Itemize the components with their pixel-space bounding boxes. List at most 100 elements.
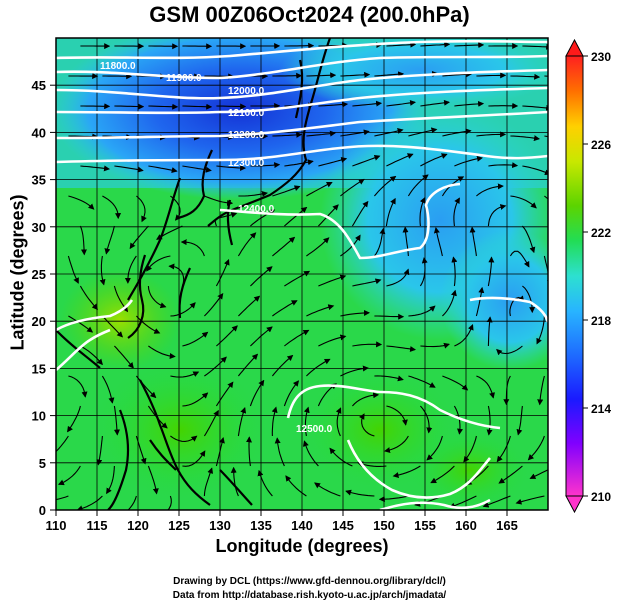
- x-tick-label: 110: [46, 518, 67, 533]
- streamline: [318, 334, 347, 347]
- streamline: [419, 196, 426, 227]
- streamline: [469, 226, 477, 257]
- height-contours: [56, 39, 548, 510]
- streamline: [546, 368, 548, 375]
- streamline: [509, 295, 525, 317]
- streamline: [216, 164, 247, 171]
- streamline: [79, 225, 87, 256]
- x-tick-label: 140: [291, 518, 313, 533]
- streamline: [476, 72, 507, 79]
- streamline: [182, 392, 209, 407]
- x-axis-label: Longitude (degrees): [215, 536, 389, 556]
- streamline: [57, 465, 81, 486]
- streamline: [510, 135, 540, 142]
- streamline: [101, 375, 115, 404]
- colorbar-tick-label: 222: [591, 226, 611, 240]
- streamline: [170, 435, 198, 442]
- colorbar-tick-label: 218: [591, 314, 611, 328]
- streamline: [448, 495, 477, 509]
- streamline: [204, 356, 227, 377]
- y-axis-ticks: 0 5 10 15 20 25 30 35 40 45: [32, 78, 56, 518]
- colorbar-tick-label: 230: [591, 50, 611, 64]
- streamline: [96, 435, 103, 466]
- streamline: [476, 375, 495, 399]
- streamline: [113, 405, 120, 436]
- streamline: [527, 435, 545, 461]
- streamline: [386, 41, 417, 48]
- streamline: [359, 413, 375, 437]
- streamline: [522, 285, 536, 314]
- streamline: [486, 316, 493, 347]
- streamline: [384, 435, 409, 453]
- streamline: [318, 156, 348, 167]
- streamline: [529, 469, 548, 479]
- x-axis-ticks: 110 115 120 125 130 135 140 145 150 155 160 165: [46, 510, 518, 533]
- streamline: [127, 495, 137, 510]
- streamline: [106, 465, 115, 495]
- streamline: [556, 226, 563, 254]
- streamline: [216, 103, 247, 110]
- streamline: [170, 302, 196, 317]
- streamline: [68, 375, 88, 398]
- streamline: [204, 195, 234, 206]
- streamline: [378, 495, 409, 503]
- y-tick-label: 0: [39, 503, 46, 518]
- streamline: [430, 465, 455, 484]
- streamline: [67, 405, 81, 433]
- streamline: [314, 482, 341, 497]
- streamline: [556, 286, 559, 315]
- streamline: [284, 159, 314, 167]
- streamline: [148, 345, 176, 360]
- chart-title: GSM 00Z06Oct2024 (200.0hPa): [149, 2, 470, 27]
- y-tick-label: 45: [32, 78, 46, 93]
- streamline: [237, 232, 257, 257]
- streamline: [419, 405, 433, 434]
- streamline: [284, 206, 308, 227]
- streamline: [306, 237, 330, 257]
- contour-labels: 11800.0 11900.0 12000.0 12100.0 12200.0 …: [100, 61, 333, 435]
- streamline: [306, 130, 336, 137]
- streamline: [99, 255, 106, 286]
- streamline: [487, 256, 495, 287]
- streamline: [67, 255, 79, 284]
- streamline: [522, 104, 548, 111]
- credit-dcl: Drawing by DCL (https://www.gfd-dennou.o…: [173, 576, 446, 587]
- streamline: [272, 236, 296, 257]
- streamline: [486, 405, 493, 436]
- x-tick-label: 160: [455, 518, 477, 533]
- streamline: [250, 266, 273, 287]
- streamline: [352, 100, 383, 107]
- y-tick-label: 25: [32, 267, 46, 282]
- streamline: [351, 200, 369, 227]
- contour-label: 12300.0: [228, 158, 265, 169]
- streamlines: [56, 41, 563, 510]
- streamline: [284, 270, 311, 287]
- streamline: [147, 285, 167, 309]
- streamline: [306, 182, 333, 197]
- streamline: [408, 305, 436, 317]
- streamline: [148, 103, 179, 110]
- streamline: [318, 274, 347, 287]
- streamline: [257, 469, 273, 497]
- streamline: [136, 195, 147, 223]
- streamline: [104, 225, 115, 255]
- streamline: [285, 475, 307, 497]
- streamline: [114, 165, 144, 173]
- streamline: [420, 41, 451, 48]
- streamline: [182, 165, 212, 173]
- colorbar-tick-label: 214: [591, 402, 611, 416]
- streamline: [215, 437, 225, 467]
- streamline: [408, 127, 438, 137]
- streamline: [340, 234, 361, 257]
- streamline: [283, 380, 300, 407]
- streamline: [498, 465, 523, 484]
- x-tick-label: 165: [496, 518, 518, 533]
- streamline: [230, 466, 239, 497]
- streamline: [482, 495, 511, 508]
- streamline: [249, 379, 265, 407]
- streamline: [329, 447, 353, 467]
- streamline: [303, 406, 310, 437]
- streamline: [68, 315, 94, 333]
- streamline: [102, 195, 122, 220]
- streamline: [238, 190, 268, 197]
